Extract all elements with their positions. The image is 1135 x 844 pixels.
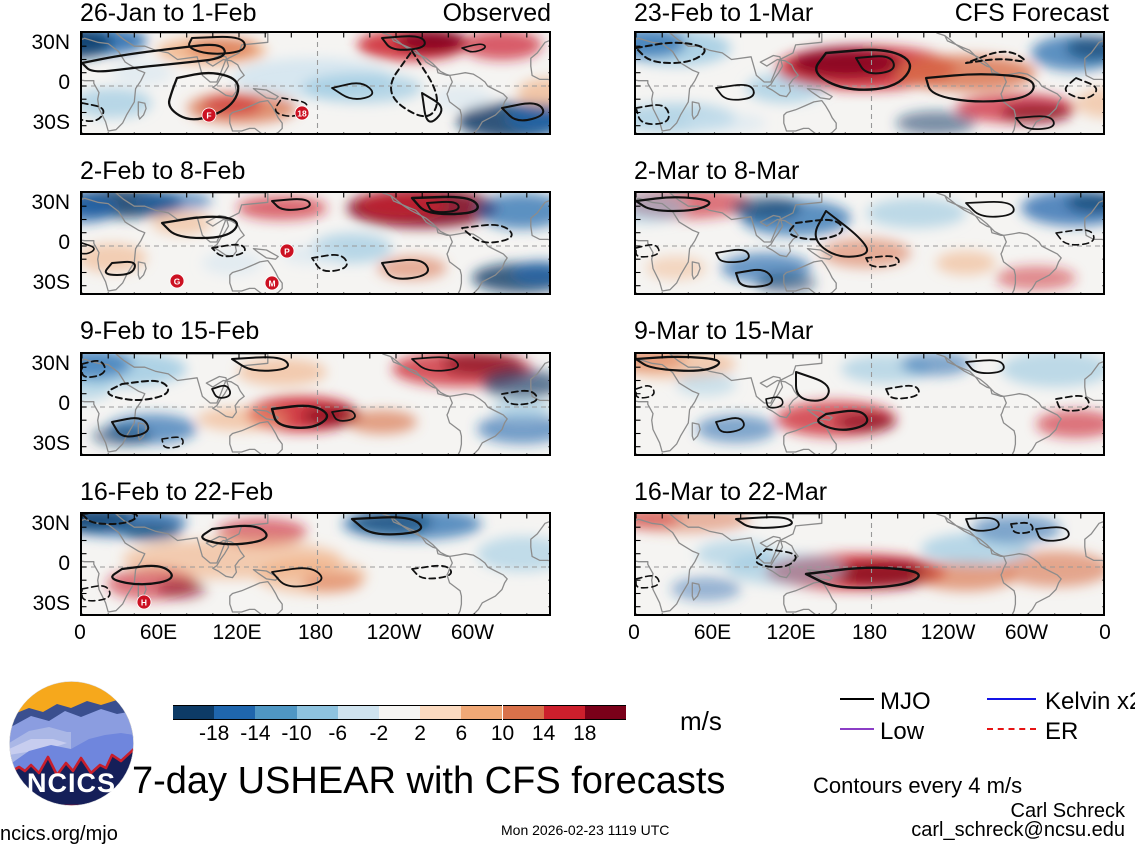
svg-text:NCICS: NCICS (27, 768, 116, 798)
svg-text:F: F (206, 110, 211, 120)
svg-text:M: M (268, 278, 275, 288)
svg-text:18: 18 (297, 108, 307, 118)
svg-text:G: G (174, 276, 181, 286)
svg-text:H: H (141, 597, 147, 607)
svg-text:P: P (284, 246, 290, 256)
